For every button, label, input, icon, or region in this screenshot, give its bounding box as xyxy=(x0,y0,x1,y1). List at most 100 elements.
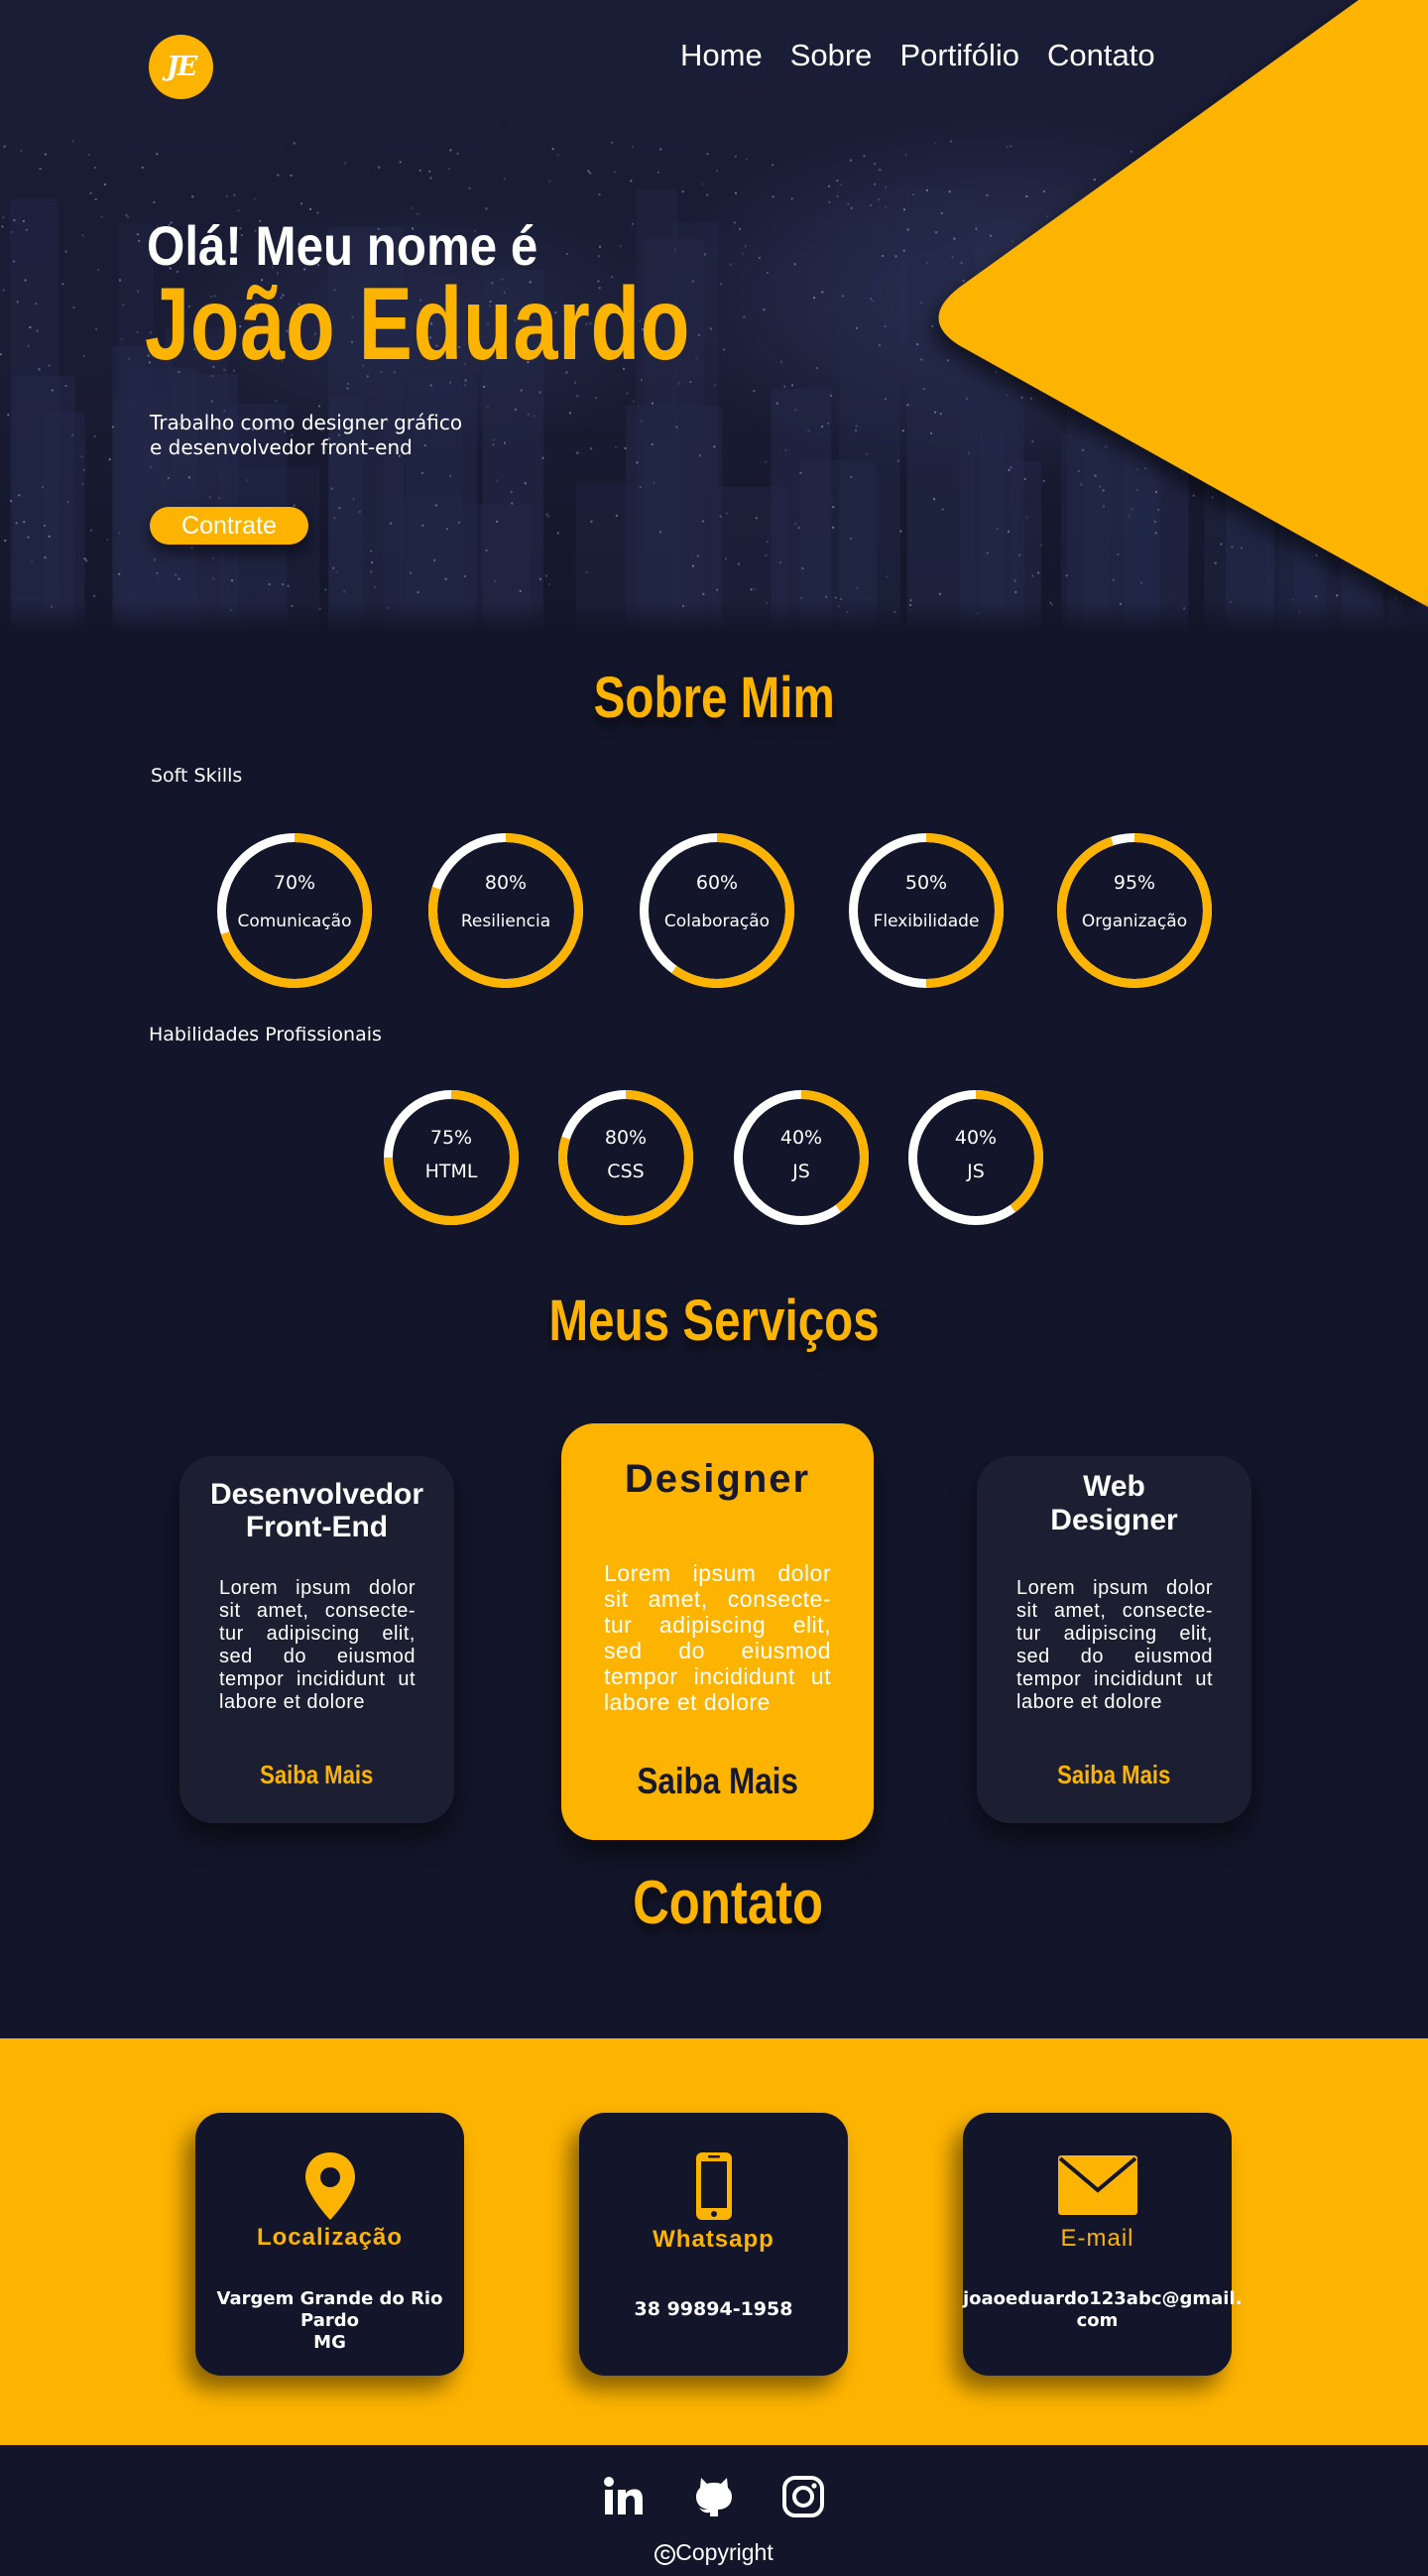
copyright-text: Copyright xyxy=(675,2539,774,2565)
contact-card-email[interactable]: E-mail joaoeduardo123abc@gmail. com xyxy=(963,2113,1243,2376)
contact-info-line: com xyxy=(1076,2310,1119,2331)
skill-ring: 60% Colaboração xyxy=(639,832,795,989)
skill-label: JS xyxy=(792,1161,810,1182)
skill-label: Colaboração xyxy=(663,912,771,931)
skill-ring: 80% CSS xyxy=(557,1089,694,1226)
skill-ring: 95% Organização xyxy=(1056,832,1213,989)
skill-ring-fill xyxy=(734,1090,869,1225)
logo[interactable]: JE xyxy=(149,35,213,99)
hero-fade xyxy=(0,601,1428,631)
skill-ring-graphic xyxy=(384,1090,519,1225)
contact-card-whatsapp[interactable]: Whatsapp 38 99894-1958 xyxy=(579,2113,848,2376)
skill-percent: 80% xyxy=(484,872,528,894)
service-card-text: Lorem ipsum dolor sit amet, consecte- tu… xyxy=(1016,1577,1213,1713)
hero-name: João Eduardo xyxy=(145,267,691,382)
service-card-text: Lorem ipsum dolor sit amet, consecte- tu… xyxy=(604,1560,831,1715)
skill-ring-fill xyxy=(849,833,1004,988)
service-card-title-line: Designer xyxy=(1050,1504,1178,1536)
skill-ring-fill xyxy=(908,1090,1043,1225)
skill-ring-fill xyxy=(384,1090,519,1225)
contact-card-info: Vargem Grande do Rio Pardo MG xyxy=(195,2288,464,2354)
contact-title-text: Contato xyxy=(632,1869,824,1937)
skill-percent: 40% xyxy=(954,1127,998,1149)
contact-info-line: joaoeduardo123abc@gmail. xyxy=(963,2288,1243,2309)
service-card-link[interactable]: Saiba Mais xyxy=(561,1761,874,1802)
service-card-web-designer[interactable]: Web Designer Lorem ipsum dolor sit amet,… xyxy=(977,1456,1251,1823)
contact-card-heading: E-mail xyxy=(1060,2225,1134,2252)
contact-card-heading: Whatsapp xyxy=(653,2226,774,2253)
contact-info-line: 38 99894-1958 xyxy=(634,2298,793,2320)
skill-percent: 40% xyxy=(779,1127,823,1149)
contact-card-location[interactable]: Localização Vargem Grande do Rio Pardo M… xyxy=(195,2113,464,2376)
service-card-text: Lorem ipsum dolor sit amet, consecte- tu… xyxy=(219,1577,416,1713)
service-card-title-line: Front-End xyxy=(245,1511,389,1543)
skill-percent: 75% xyxy=(429,1127,473,1149)
service-card-link-text: Saiba Mais xyxy=(260,1760,374,1789)
skill-ring-fill xyxy=(640,833,794,988)
hero-intro-line: Trabalho como designer gráfico xyxy=(150,411,463,434)
nav-home[interactable]: Home xyxy=(680,38,763,72)
hire-button[interactable]: Contrate xyxy=(150,507,308,545)
service-card-link[interactable]: Saiba Mais xyxy=(977,1760,1251,1790)
skill-ring-fill xyxy=(217,833,372,988)
skill-ring-graphic xyxy=(640,833,794,988)
pro-skills-label: Habilidades Profissionais xyxy=(149,1024,382,1045)
skill-label: JS xyxy=(967,1161,985,1182)
nav-portfolio[interactable]: Portifólio xyxy=(899,38,1020,72)
skill-ring: 40% JS xyxy=(907,1089,1044,1226)
service-card-designer[interactable]: Designer Lorem ipsum dolor sit amet, con… xyxy=(561,1423,874,1840)
nav-sobre[interactable]: Sobre xyxy=(789,38,873,72)
service-card-title-line: Designer xyxy=(624,1457,811,1501)
skill-ring-graphic xyxy=(734,1090,869,1225)
skill-ring-graphic xyxy=(1057,833,1212,988)
skill-ring: 40% JS xyxy=(733,1089,870,1226)
service-card-title-line: Desenvolvedor xyxy=(209,1478,424,1511)
contact-info-line: Vargem Grande do Rio Pardo xyxy=(216,2288,443,2331)
copyright: C Copyright xyxy=(0,2539,1428,2566)
contact-card-info: 38 99894-1958 xyxy=(579,2298,848,2320)
skill-ring-graphic xyxy=(217,833,372,988)
skill-ring-fill xyxy=(558,1090,693,1225)
skill-ring: 70% Comunicação xyxy=(216,832,373,989)
hero-intro-line: e desenvolvedor front-end xyxy=(150,435,413,459)
service-card-title-line: Web xyxy=(1083,1470,1145,1503)
service-card-link-text: Saiba Mais xyxy=(1057,1760,1171,1789)
contact-title: Contato xyxy=(14,1868,1428,1938)
github-icon[interactable] xyxy=(692,2475,736,2518)
skill-label: Flexibilidade xyxy=(873,912,980,931)
service-card-title: Web Designer xyxy=(977,1470,1251,1537)
skill-ring-fill xyxy=(428,833,583,988)
instagram-icon[interactable] xyxy=(781,2475,825,2518)
nav-contato[interactable]: Contato xyxy=(1047,38,1155,72)
service-card-title: Designer xyxy=(561,1457,874,1501)
about-title-text: Sobre Mim xyxy=(593,666,835,730)
copyright-icon: C xyxy=(654,2544,676,2565)
skill-ring-graphic xyxy=(908,1090,1043,1225)
skill-label: Resiliencia xyxy=(460,912,551,931)
location-pin-icon xyxy=(195,2150,464,2222)
hero-section xyxy=(0,0,1428,631)
contact-card-heading: Localização xyxy=(256,2224,404,2251)
skill-percent: 95% xyxy=(1113,872,1156,894)
skill-ring-graphic xyxy=(558,1090,693,1225)
smartphone-icon xyxy=(579,2150,848,2222)
about-title: Sobre Mim xyxy=(0,665,1428,731)
envelope-icon xyxy=(963,2154,1232,2216)
services-title: Meus Serviços xyxy=(0,1288,1428,1354)
linkedin-icon[interactable] xyxy=(602,2475,646,2518)
service-card-title: Desenvolvedor Front-End xyxy=(179,1478,454,1543)
service-card-frontend[interactable]: Desenvolvedor Front-End Lorem ipsum dolo… xyxy=(179,1456,454,1823)
skill-ring: 80% Resiliencia xyxy=(427,832,584,989)
skill-percent: 70% xyxy=(273,872,316,894)
skill-label: CSS xyxy=(607,1161,645,1182)
skill-ring-graphic xyxy=(428,833,583,988)
contact-info-line: MG xyxy=(313,2332,346,2353)
hero-yellow-triangle xyxy=(938,0,1428,607)
main-nav: Home Sobre Portifólio Contato xyxy=(680,38,1155,73)
skill-label: HTML xyxy=(424,1161,478,1182)
skill-ring: 50% Flexibilidade xyxy=(848,832,1005,989)
skill-percent: 50% xyxy=(904,872,948,894)
skill-ring: 75% HTML xyxy=(383,1089,520,1226)
hero-intro: Trabalho como designer gráfico e desenvo… xyxy=(150,411,507,460)
service-card-link[interactable]: Saiba Mais xyxy=(179,1760,454,1790)
